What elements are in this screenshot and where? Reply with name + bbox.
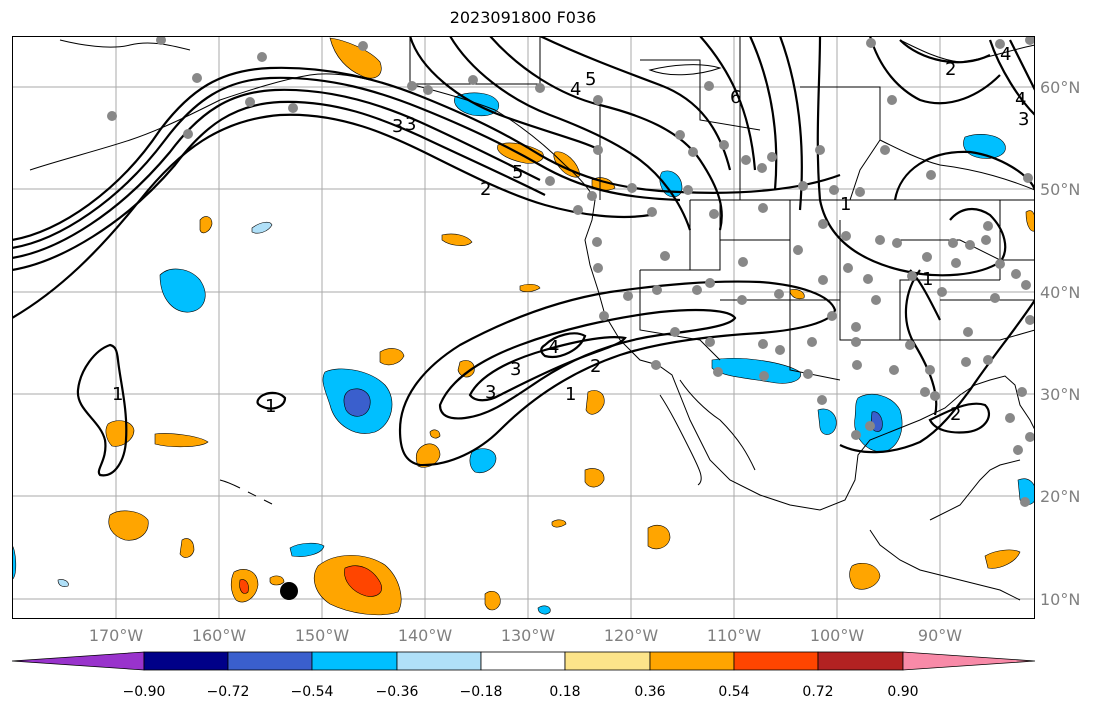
contour-label: 3 — [485, 382, 496, 403]
lat-tick-label: 10°N — [1040, 590, 1080, 609]
orange-area — [1025, 210, 1035, 232]
orange-area — [585, 390, 605, 415]
blue-area — [469, 448, 497, 473]
blue-area — [289, 542, 325, 557]
map-title: 2023091800 F036 — [449, 8, 597, 27]
blue-area — [159, 268, 206, 313]
orange-area — [379, 348, 405, 366]
blue-area — [343, 388, 371, 417]
orange-area — [584, 468, 605, 488]
orange-area — [519, 283, 541, 293]
orange-area — [457, 360, 475, 378]
contour-label: 1 — [565, 384, 576, 405]
colorbar-tick-label: −0.36 — [376, 684, 419, 700]
colorbar-tick-label: −0.18 — [460, 684, 503, 700]
colorbar-segment — [227, 651, 313, 671]
lon-tick-label: 130°W — [501, 626, 556, 645]
colorbar-tick-label: 0.90 — [887, 684, 918, 700]
red-area — [239, 579, 249, 594]
lon-tick-label: 90°W — [918, 626, 962, 645]
colorbar-segment — [480, 651, 566, 671]
colorbar-segment — [396, 651, 482, 671]
colorbar-segment — [311, 651, 398, 671]
orange-area — [429, 429, 441, 439]
colorbar-tick-label: −0.90 — [123, 684, 166, 700]
orange-area — [329, 37, 382, 79]
lon-tick-label: 160°W — [192, 626, 247, 645]
lat-tick-label: 60°N — [1040, 78, 1080, 97]
contour-label: 2 — [945, 59, 956, 80]
colorbar-tick-label: −0.54 — [291, 684, 334, 700]
orange-area — [984, 549, 1021, 569]
contour-label: 3 — [510, 359, 521, 380]
colorbar-segment — [902, 651, 1036, 671]
lat-tick-labels: 60°N 50°N 40°N 30°N 20°N 10°N — [1040, 78, 1080, 609]
contour-label: 4 — [1015, 89, 1026, 110]
blue-area — [251, 221, 273, 234]
contour-label: 1 — [840, 194, 851, 215]
lon-tick-label: 110°W — [707, 626, 762, 645]
colorbar-tick-label: 0.54 — [718, 684, 749, 700]
colorbar-tick-label: −0.72 — [207, 684, 250, 700]
orange-area — [199, 216, 213, 234]
colorbar-segment — [143, 651, 229, 671]
orange-area — [105, 420, 135, 447]
contour-label: 1 — [265, 396, 276, 417]
red-area — [344, 565, 382, 597]
colorbar — [11, 651, 1036, 671]
lat-tick-label: 40°N — [1040, 283, 1080, 302]
orange-area — [789, 289, 805, 300]
contour-label: 4 — [548, 337, 559, 358]
colorbar-segment — [564, 651, 651, 671]
contour-label: 1 — [112, 384, 123, 405]
contour-label: 6 — [730, 87, 741, 108]
contour-label: 2 — [950, 404, 961, 425]
lon-tick-label: 100°W — [810, 626, 865, 645]
contour-labels: 3 3 5 2 4 5 4 3 3 2 1 1 1 2 3 4 4 1 1 2 … — [112, 44, 1029, 425]
orange-area — [484, 591, 501, 611]
orange-area — [108, 510, 149, 541]
blue-area — [537, 605, 551, 615]
contour-label: 5 — [585, 69, 596, 90]
contour-label: 3 — [392, 116, 403, 137]
lon-tick-label: 140°W — [398, 626, 453, 645]
contour-label: 2 — [480, 179, 491, 200]
contour-label: 2 — [590, 356, 601, 377]
lon-tick-label: 120°W — [604, 626, 659, 645]
contour-label: 3 — [405, 114, 416, 135]
contour-label: 4 — [1000, 44, 1011, 65]
orange-area — [441, 233, 473, 246]
lon-tick-label: 170°W — [89, 626, 144, 645]
lat-tick-label: 20°N — [1040, 487, 1080, 506]
colorbar-tick-label: 0.72 — [802, 684, 833, 700]
contour-label: 3 — [1018, 109, 1029, 130]
orange-area — [269, 575, 285, 586]
colorbar-ticks: −0.90 −0.72 −0.54 −0.36 −0.18 0.18 0.36 … — [123, 684, 919, 700]
orange-area — [551, 519, 567, 528]
orange-area — [647, 525, 671, 550]
colorbar-segment — [11, 651, 145, 671]
contour-label: 4 — [570, 79, 581, 100]
orange-area — [179, 538, 195, 558]
colorbar-segment — [733, 651, 819, 671]
blue-area — [817, 408, 837, 435]
colorbar-segment — [649, 651, 735, 671]
storm-marker — [280, 582, 298, 600]
orange-area — [154, 433, 209, 448]
blue-area — [711, 358, 801, 384]
orange-area — [849, 563, 881, 590]
lon-tick-label: 150°W — [295, 626, 350, 645]
blue-area — [57, 579, 69, 587]
contour-label: 5 — [512, 162, 523, 183]
lon-tick-labels: 170°W 160°W 150°W 140°W 130°W 120°W 110°… — [89, 626, 962, 645]
colorbar-tick-label: 0.18 — [549, 684, 580, 700]
station-dots — [107, 36, 1035, 507]
colorbar-tick-label: 0.36 — [634, 684, 665, 700]
lat-tick-label: 50°N — [1040, 180, 1080, 199]
contour-label: 1 — [922, 269, 933, 290]
colorbar-segment — [817, 651, 904, 671]
lat-tick-label: 30°N — [1040, 385, 1080, 404]
